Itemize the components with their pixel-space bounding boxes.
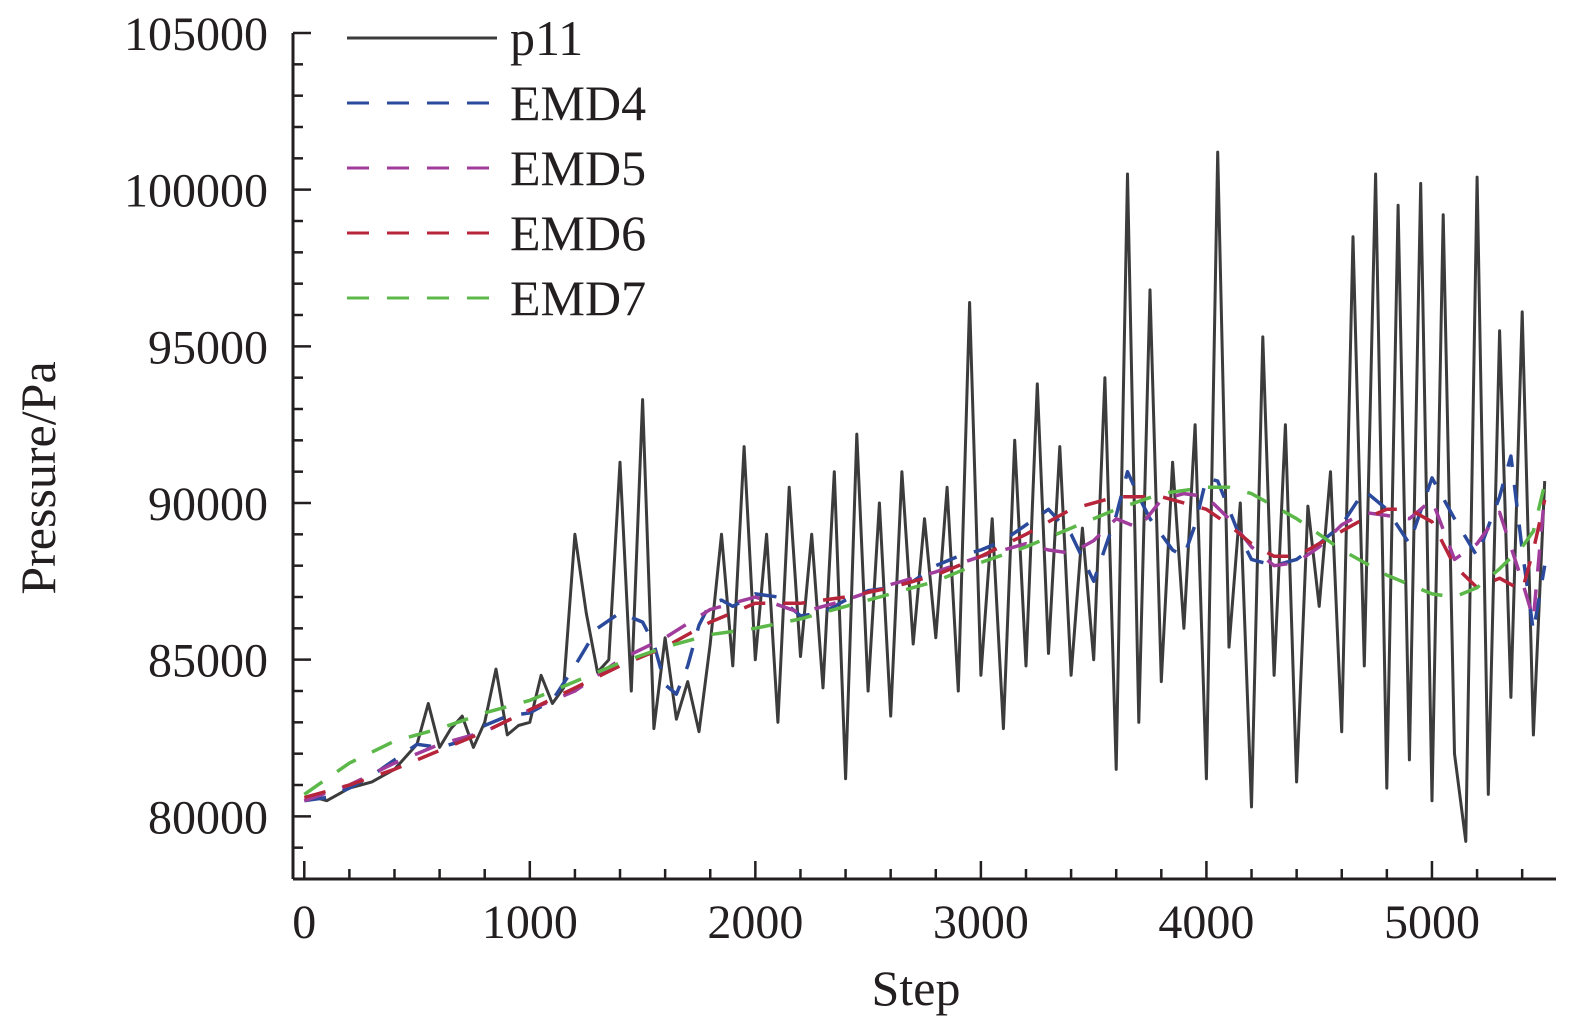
series-line-emd7 [303, 483, 1547, 796]
y-tick-label: 105000 [124, 8, 268, 61]
x-tick-label: 3000 [933, 896, 1029, 949]
x-axis-title: Step [872, 960, 961, 1016]
series-line-p11 [303, 150, 1547, 843]
axes [291, 33, 1556, 881]
x-tick-label: 5000 [1384, 896, 1480, 949]
legend-label-emd7: EMD7 [510, 270, 646, 326]
y-axis-title: Pressure/Pa [10, 361, 66, 594]
series-line-emd4 [304, 454, 1547, 803]
plot-area [303, 150, 1547, 843]
legend-label-emd5: EMD5 [510, 140, 646, 196]
ticks [293, 31, 1524, 881]
x-tick-label: 4000 [1158, 896, 1254, 949]
x-tick-label: 2000 [707, 896, 803, 949]
y-tick-label: 95000 [148, 321, 268, 374]
y-tick-label: 80000 [148, 791, 268, 844]
y-tick-label: 100000 [124, 165, 268, 218]
y-tick-label: 85000 [148, 635, 268, 688]
series-line-emd6 [303, 494, 1547, 800]
legend-label-emd4: EMD4 [510, 75, 646, 131]
legend-label-emd6: EMD6 [510, 205, 646, 261]
x-tick-label: 1000 [482, 896, 578, 949]
legend: p11 EMD4 EMD5 EMD6 EMD7 [347, 10, 646, 326]
y-tick-label: 90000 [148, 478, 268, 531]
tick-labels: 0 1000 2000 3000 4000 5000 80000 85000 90000 9500… [124, 8, 1480, 949]
x-tick-label: 0 [292, 896, 316, 949]
series-line-emd5 [303, 491, 1547, 803]
legend-label-p11: p11 [510, 10, 583, 66]
